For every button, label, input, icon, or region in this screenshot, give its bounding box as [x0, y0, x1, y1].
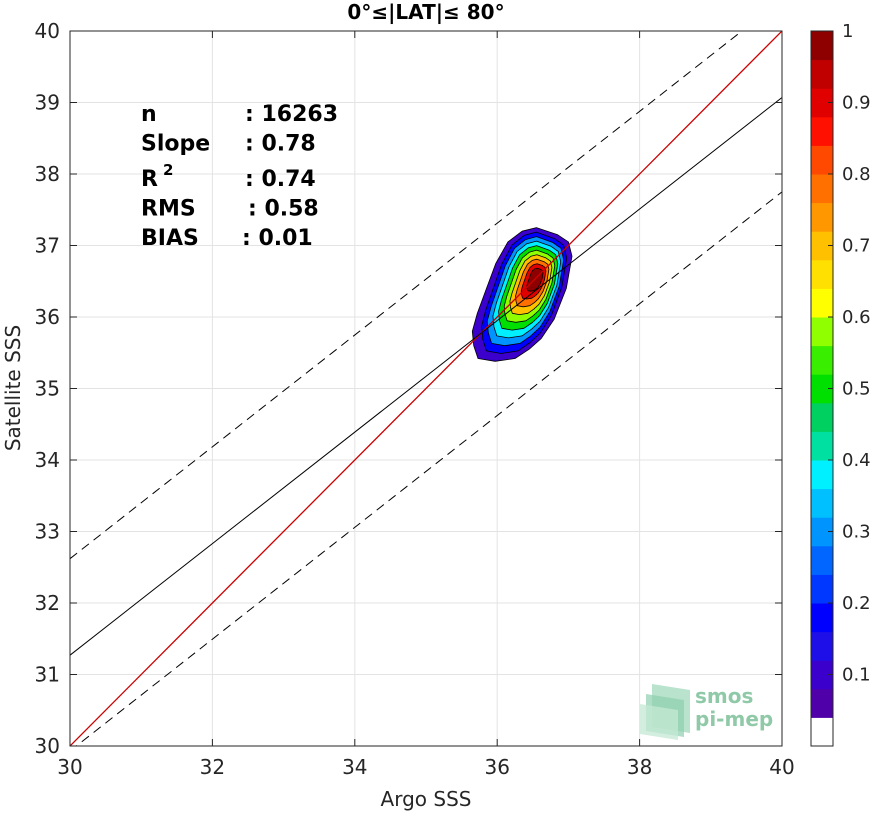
colorbar-segment	[811, 460, 833, 490]
stat-superscript: 2	[163, 161, 173, 179]
colorbar-segment	[811, 288, 833, 318]
stat-value: : 0.58	[248, 197, 319, 222]
colorbar-segment	[811, 603, 833, 633]
smos-pi-mep-logo: smos pi-mep	[640, 684, 773, 740]
colorbar-segment	[811, 374, 833, 404]
colorbar-segment	[811, 488, 833, 518]
colorbar-tick-label: 0.1	[842, 665, 871, 686]
y-tick-label: 32	[35, 591, 60, 615]
x-tick-label: 30	[57, 755, 82, 779]
colorbar-segment	[811, 202, 833, 232]
y-tick-label: 34	[35, 448, 60, 472]
stat-label: Slope	[141, 132, 210, 157]
x-tick-label: 36	[484, 755, 509, 779]
y-axis-label: Satellite SSS	[1, 325, 25, 451]
colorbar-segment	[811, 59, 833, 89]
colorbar-tick-label: 0.3	[842, 522, 871, 543]
y-tick-label: 37	[35, 234, 60, 258]
y-tick-label: 40	[35, 19, 60, 43]
colorbar-segment	[811, 717, 833, 747]
regression-line	[70, 97, 782, 656]
stat-label: BIAS	[141, 226, 199, 251]
colorbar	[811, 31, 833, 747]
colorbar-segment	[811, 345, 833, 375]
x-tick-label: 34	[342, 755, 367, 779]
stat-label: RMS	[141, 197, 196, 222]
colorbar-segment	[811, 31, 833, 61]
one-to-one-line	[70, 31, 782, 746]
stat-value: : 0.74	[245, 167, 316, 192]
x-axis-label: Argo SSS	[381, 787, 472, 811]
colorbar-segment	[811, 574, 833, 604]
colorbar-tick-label: 0.7	[842, 236, 871, 257]
colorbar-segment	[811, 88, 833, 118]
colorbar-segment	[811, 545, 833, 575]
stat-value: : 0.01	[242, 226, 313, 251]
y-tick-label: 38	[35, 162, 60, 186]
colorbar-segment	[811, 402, 833, 432]
x-tick-label: 32	[200, 755, 225, 779]
lower-bound-line	[75, 191, 782, 746]
stat-value: : 0.78	[245, 132, 316, 157]
logo-line2: pi-mep	[695, 707, 773, 731]
y-axis-ticks: 30 31 32 33 34 35 36 37 38 39 40	[35, 19, 782, 758]
x-tick-label: 40	[769, 755, 794, 779]
colorbar-segment	[811, 145, 833, 175]
stat-label: n	[141, 102, 157, 127]
colorbar-segment	[811, 259, 833, 289]
colorbar-tick-label: 0.5	[842, 379, 871, 400]
colorbar-segment	[811, 688, 833, 718]
colorbar-segment	[811, 174, 833, 204]
colorbar-tick-label: 0.8	[842, 164, 871, 185]
colorbar-tick-label: 0.9	[842, 93, 871, 114]
colorbar-segment	[811, 660, 833, 690]
colorbar-segment	[811, 317, 833, 347]
colorbar-tick-label: 0.6	[842, 307, 871, 328]
upper-bound-line	[70, 31, 743, 560]
density-contours	[471, 227, 573, 362]
colorbar-tick-label: 0.4	[842, 450, 871, 471]
y-tick-label: 36	[35, 305, 60, 329]
y-tick-label: 39	[35, 91, 60, 115]
x-axis-ticks: 30 32 34 36 38 40	[57, 31, 795, 779]
reference-lines	[70, 31, 782, 746]
x-tick-label: 38	[627, 755, 652, 779]
logo-line1: smos	[695, 684, 753, 708]
y-tick-label: 31	[35, 663, 60, 687]
colorbar-ticks: 0.1 0.2 0.3 0.4 0.5 0.6 0.7 0.8 0.9 1	[828, 21, 871, 686]
stat-value: : 16263	[245, 102, 338, 127]
statistics-box: n : 16263 Slope : 0.78 R 2 : 0.74 RMS : 0.58 BIAS…	[141, 102, 338, 251]
colorbar-segment	[811, 116, 833, 146]
y-tick-label: 33	[35, 520, 60, 544]
colorbar-segment	[811, 517, 833, 547]
colorbar-tick-label: 0.2	[842, 593, 871, 614]
colorbar-segment	[811, 231, 833, 261]
stat-label: R	[141, 167, 158, 192]
colorbar-segment	[811, 431, 833, 461]
chart-title: 0°≤|LAT|≤ 80°	[347, 0, 504, 24]
colorbar-tick-label: 1	[842, 21, 853, 42]
colorbar-segment	[811, 631, 833, 661]
y-tick-label: 30	[35, 734, 60, 758]
logo-mark-icon	[640, 684, 690, 740]
y-tick-label: 35	[35, 377, 60, 401]
